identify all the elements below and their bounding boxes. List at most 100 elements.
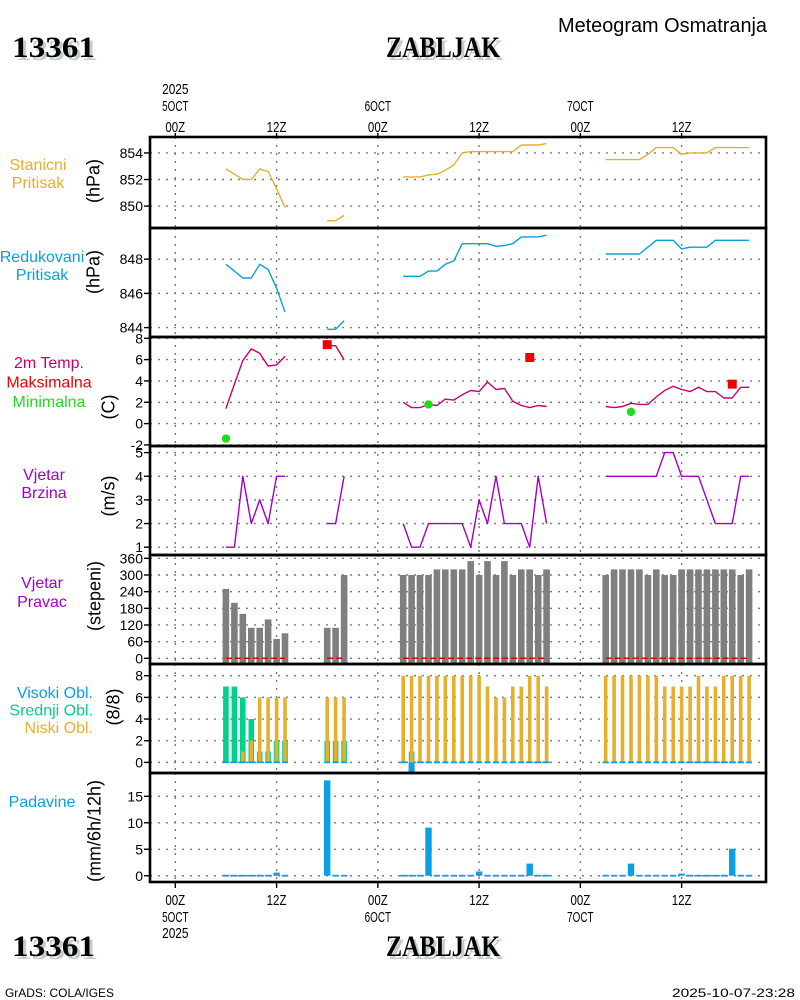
- wind-direction-bar: [518, 569, 525, 664]
- precipitation-bar: [239, 874, 246, 877]
- y-tick-label: 8: [135, 330, 143, 346]
- low-cloud-bar: [325, 697, 329, 763]
- wind-direction-bar: [501, 561, 508, 664]
- high-cloud-bar: [341, 761, 348, 764]
- precipitation-bar: [231, 874, 238, 877]
- low-cloud-bar: [477, 675, 481, 763]
- low-cloud-bar: [460, 675, 464, 763]
- precipitation-bar: [222, 874, 230, 877]
- wind-direction-bar: [425, 575, 432, 664]
- y-tick-label: 852: [120, 172, 144, 188]
- wind-direction-bar: [543, 569, 550, 664]
- high-cloud-bar: [703, 761, 710, 764]
- wind-speed-line-segment: [327, 476, 345, 525]
- precipitation-bar: [459, 874, 466, 877]
- high-cloud-bar: [737, 761, 744, 764]
- y-tick-label: 2: [135, 733, 143, 749]
- precipitation-bar: [712, 874, 719, 877]
- panel-title-line: Pritisak: [12, 175, 65, 192]
- x-tick-label: 12Z: [267, 892, 287, 909]
- y-tick-label: 2: [135, 394, 143, 410]
- high-cloud-bar: [484, 761, 491, 764]
- y-tick-label: 6: [135, 689, 143, 705]
- mid-cloud-bar: [223, 686, 229, 763]
- y-tick-label: 300: [120, 567, 144, 583]
- high-cloud-bar: [653, 761, 660, 764]
- high-cloud-bar: [535, 761, 542, 764]
- render-timestamp: 2025-10-07-23:28: [672, 986, 795, 1000]
- precipitation-bar: [644, 874, 652, 877]
- precipitation-bar: [340, 874, 348, 877]
- precipitation-bar: [400, 874, 407, 877]
- y-tick-label: 848: [120, 251, 144, 267]
- wind-direction-bar: [450, 569, 458, 664]
- precipitation-bar: [450, 874, 457, 877]
- panel-frame: [148, 226, 768, 339]
- y-axis-label: (stepeni): [84, 561, 104, 631]
- x-tick-label: 12Z: [469, 119, 489, 136]
- footer-station-name-shadow: ZABLJAK: [389, 933, 504, 966]
- low-cloud-bar: [679, 686, 684, 763]
- low-cloud-bar: [249, 740, 254, 763]
- wind-direction-bar: [475, 575, 483, 664]
- y-tick-label: 4: [135, 711, 143, 727]
- low-cloud-bar: [452, 675, 456, 763]
- reduced-pressure-line-segment: [605, 239, 750, 255]
- panel-title-line: Maksimalna: [6, 375, 91, 392]
- footer: 13361 13361 ZABLJAK ZABLJAK GrADS: COLA/…: [5, 930, 795, 1000]
- wind-direction-bar: [712, 569, 719, 664]
- high-cloud-bar: [256, 761, 263, 764]
- x-tick-label: 6OCT: [365, 98, 391, 115]
- low-cloud-bar: [519, 686, 524, 763]
- high-cloud-bar: [239, 761, 246, 764]
- panel-frame: [148, 335, 768, 448]
- mid-cloud-bar: [240, 697, 246, 763]
- high-cloud-bar: [712, 761, 719, 764]
- high-cloud-bar: [324, 761, 331, 764]
- wind-direction-bar: [442, 569, 449, 664]
- wind-speed-line-segment: [605, 451, 750, 525]
- high-cloud-bar: [518, 761, 525, 764]
- precipitation-bar: [627, 863, 635, 876]
- station-id: 13361: [12, 31, 95, 64]
- station-name-shadow: ZABLJAK: [389, 34, 504, 67]
- wind-direction-bar: [416, 575, 424, 664]
- high-cloud-bar: [695, 761, 702, 764]
- wind-direction-bar: [619, 569, 626, 664]
- high-cloud-bar: [628, 761, 634, 764]
- wind-direction-bar: [433, 569, 441, 664]
- low-cloud-bar: [401, 675, 405, 763]
- wind-direction-bar: [602, 575, 609, 664]
- y-tick-label: 854: [120, 145, 144, 161]
- precipitation-bar: [518, 874, 525, 877]
- precipitation-bar: [484, 874, 491, 877]
- precipitation-bar: [653, 874, 660, 877]
- y-axis-label: (8/8): [103, 688, 123, 725]
- wind-direction-bar: [703, 569, 711, 664]
- wind-direction-bar: [239, 613, 247, 664]
- high-cloud-bar: [425, 761, 432, 764]
- x-tick-label: 5OCT: [162, 909, 188, 926]
- station-id-shadow: 13361: [15, 34, 98, 67]
- x-tick-label: 00Z: [570, 892, 590, 909]
- mid-cloud-bar: [231, 686, 238, 763]
- precipitation-bar: [501, 874, 508, 877]
- high-cloud-bar: [729, 761, 736, 764]
- wind-direction-bar: [222, 588, 230, 664]
- wind-direction-bar: [467, 561, 474, 664]
- precipitation-bar: [610, 874, 618, 877]
- high-cloud-bar: [248, 761, 255, 764]
- low-cloud-bar: [527, 675, 532, 763]
- high-cloud-bar: [526, 761, 533, 764]
- precipitation-bar: [745, 874, 753, 877]
- low-cloud-bar: [738, 675, 743, 763]
- wind-direction-bar: [509, 575, 517, 664]
- y-axis-label: (hPa): [83, 250, 103, 294]
- wind-direction-bar: [332, 627, 339, 664]
- low-cloud-bar: [544, 686, 549, 763]
- y-tick-label: 10: [127, 815, 143, 831]
